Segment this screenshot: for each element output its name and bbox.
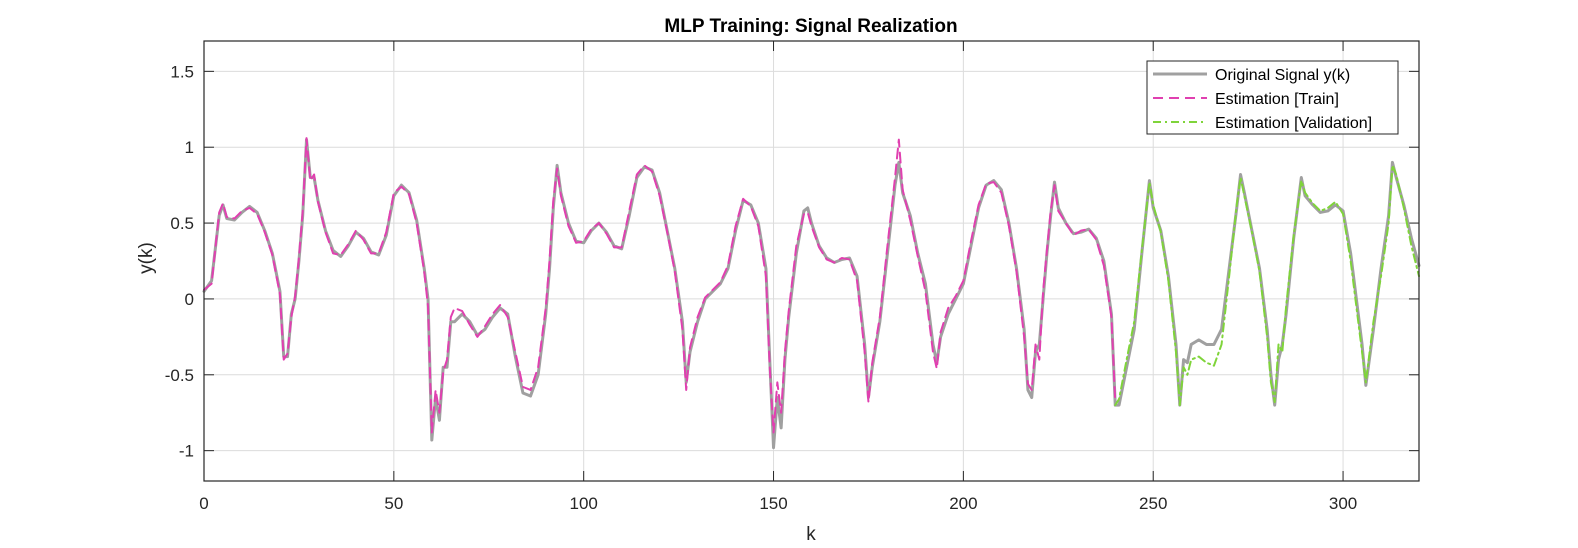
y-tick-label: 0 xyxy=(185,290,194,309)
y-tick-label: 1 xyxy=(185,138,194,157)
legend: Original Signal y(k) Estimation [Train] … xyxy=(1146,60,1399,135)
x-tick-label: 250 xyxy=(1139,494,1167,513)
series-line-estimation-validation xyxy=(1114,164,1420,407)
x-tick-label: 100 xyxy=(570,494,598,513)
chart-title: MLP Training: Signal Realization xyxy=(664,16,957,37)
x-tick-label: 50 xyxy=(384,494,403,513)
y-axis-label: y(k) xyxy=(136,242,157,274)
legend-label-estimation-train: Estimation [Train] xyxy=(1215,91,1339,108)
plot-frame xyxy=(203,40,1420,482)
ticks: 0 50 100 150 200 250 300 -1 -0.5 0 0.5 1 1.5 xyxy=(165,41,1419,513)
y-tick-label: 1.5 xyxy=(170,62,194,81)
x-tick-label: 150 xyxy=(759,494,787,513)
y-tick-label: 0.5 xyxy=(170,214,194,233)
y-tick-label: -1 xyxy=(179,442,194,461)
series-line-estimation-train xyxy=(203,137,1117,434)
legend-label-original-signal: Original Signal y(k) xyxy=(1215,67,1350,84)
x-tick-label: 0 xyxy=(199,494,208,513)
y-tick-label: -0.5 xyxy=(165,366,194,385)
x-axis-label: k xyxy=(806,524,816,545)
legend-label-estimation-validation: Estimation [Validation] xyxy=(1215,115,1372,132)
x-tick-label: 200 xyxy=(949,494,977,513)
series-lines xyxy=(202,137,1421,450)
x-tick-label: 300 xyxy=(1329,494,1357,513)
